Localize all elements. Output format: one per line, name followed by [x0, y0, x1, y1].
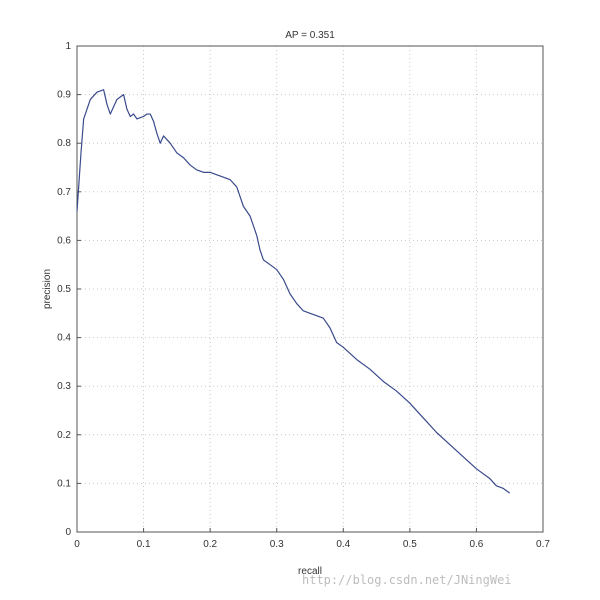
y-tick-label: 0.3 — [57, 381, 71, 392]
y-tick-label: 0.5 — [57, 284, 71, 295]
x-tick-label: 0.1 — [137, 539, 151, 550]
x-tick-label: 0 — [74, 539, 80, 550]
y-tick-label: 0.1 — [57, 478, 71, 489]
series-layer — [76, 89, 511, 494]
x-tick-label: 0.7 — [536, 539, 550, 550]
x-axis-label: recall — [298, 566, 322, 577]
y-tick-label: 0.2 — [57, 430, 71, 441]
y-axis: 0 0.1 0.2 0.3 0.4 0.5 0.6 0.7 0.8 0.9 1 — [57, 41, 81, 538]
x-tick-label: 0.4 — [336, 539, 350, 550]
y-tick-label: 1 — [65, 41, 71, 52]
y-axis-label: precision — [42, 269, 53, 309]
x-tick-label: 0.6 — [469, 539, 483, 550]
x-tick-label: 0.5 — [403, 539, 417, 550]
x-tick-label: 0.2 — [203, 539, 217, 550]
y-tick-label: 0.4 — [57, 333, 71, 344]
y-tick-label: 0.6 — [57, 235, 71, 246]
y-tick-label: 0.7 — [57, 187, 71, 198]
chart-title: AP = 0.351 — [285, 30, 335, 41]
y-tick-label: 0.8 — [57, 138, 71, 149]
y-tick-label: 0.9 — [57, 90, 71, 101]
grid — [77, 46, 543, 532]
y-tick-label: 0 — [65, 527, 71, 538]
watermark: http://blog.csdn.net/JNingWei — [302, 573, 512, 587]
series-line — [76, 89, 511, 494]
x-tick-label: 0.3 — [270, 539, 284, 550]
x-axis: 0 0.1 0.2 0.3 0.4 0.5 0.6 0.7 — [74, 528, 550, 550]
